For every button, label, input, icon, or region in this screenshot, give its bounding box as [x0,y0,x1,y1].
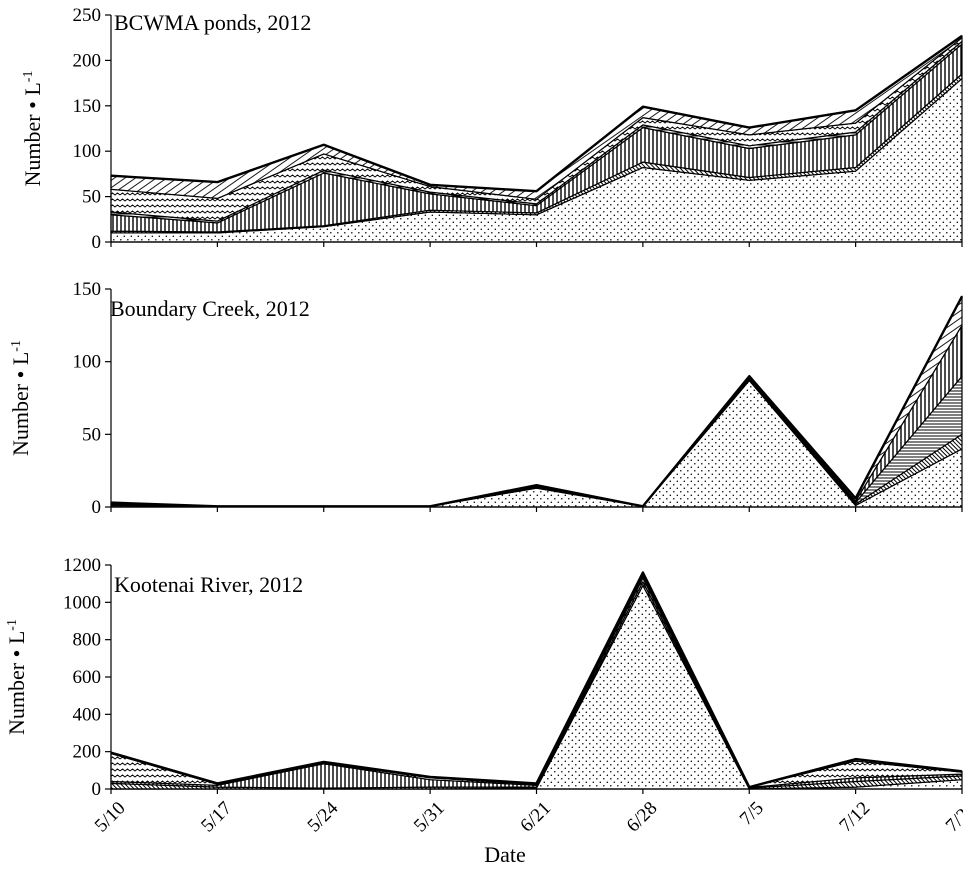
y-tick-label: 400 [73,704,102,725]
x-tick-label: 7/5 [736,798,768,830]
y-tick-label: 1200 [63,555,101,576]
stack-total-outline [110,571,963,789]
y-tick-label: 200 [73,50,102,71]
y-tick-label: 200 [73,742,102,763]
y-tick-label: 0 [92,779,102,800]
x-axis-tick-labels: 5/10 5/17 5/24 5/31 6/21 6/28 7/5 7/12 7/24 [91,797,963,836]
stack-total-outline [110,34,963,193]
y-tick-label: 600 [73,667,102,688]
y-axis-title-superscript: -1 [21,71,36,83]
area-series-3-vertical [110,577,963,789]
area-series-5-diagonal [110,571,963,788]
x-tick-label: 7/24 [942,797,963,836]
y-axis-title-text: Number • L [8,352,33,456]
y-tick-label: 50 [82,187,101,208]
y-tick-label: 250 [73,5,102,26]
y-axis-title-superscript: -1 [5,619,20,631]
y-tick-label: 1000 [63,592,101,613]
stack-total-outline [110,295,963,508]
panel-title: BCWMA ponds, 2012 [114,10,311,35]
y-axis-title: Number • L-1 [4,619,29,735]
y-axis-title: Number • L-1 [20,71,45,187]
chart-panels: 0 50 100 150 200 250 BCWMA ponds, 2012 Number •… [4,5,963,800]
x-tick-label: 6/21 [516,798,555,837]
y-tick-label: 150 [73,96,102,117]
y-tick-label: 0 [92,232,102,253]
y-tick-label: 150 [73,279,102,300]
chart-panel-3: 0 200 400 600 800 1000 1200 Kootenai River, 201… [4,555,963,800]
x-tick-label: 5/10 [91,798,130,837]
area-series-1-dots [110,584,963,790]
y-tick-label: 50 [82,424,101,445]
x-tick-label: 5/24 [304,797,343,836]
y-axis-title-superscript: -1 [9,340,24,352]
y-tick-label: 800 [73,630,102,651]
y-tick-label: 100 [73,141,102,162]
y-tick-label: 100 [73,352,102,373]
y-axis-title-text: Number • L [20,82,45,186]
y-axis-title-text: Number • L [4,631,29,735]
area-series-4-waves [110,574,963,789]
x-tick-label: 6/28 [623,798,662,837]
area-series-2-dense-diagonal [110,581,963,790]
chart-panel-1: 0 50 100 150 200 250 BCWMA ponds, 2012 Number •… [20,5,963,253]
panel-title: Kootenai River, 2012 [114,572,303,597]
x-tick-label: 5/17 [197,798,236,837]
x-axis-title: Date [484,842,526,867]
x-tick-label: 5/31 [410,798,449,837]
y-tick-label: 0 [92,497,102,518]
chart-panel-2: 0 50 100 150 Boundary Creek, 2012 Number • L-… [8,279,963,518]
x-tick-label: 7/12 [835,798,874,837]
panel-title: Boundary Creek, 2012 [110,296,310,321]
y-axis-title: Number • L-1 [8,340,33,456]
